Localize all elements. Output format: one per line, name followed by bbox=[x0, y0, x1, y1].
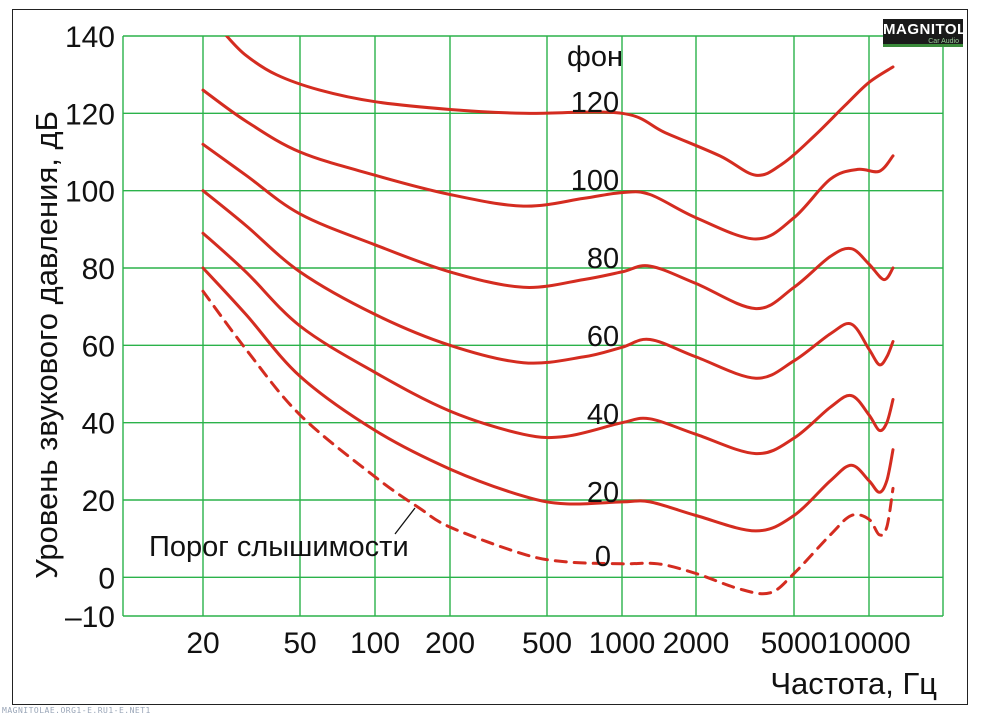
x-tick-label-200: 200 bbox=[425, 627, 475, 660]
curve-40-phon bbox=[201, 231, 895, 456]
curve-60-phon bbox=[201, 189, 895, 380]
horizontal-grid bbox=[123, 35, 943, 617]
y-tick-label-20: 20 bbox=[82, 485, 115, 518]
curve-80-phon bbox=[201, 142, 895, 311]
x-tick-label-500: 500 bbox=[522, 627, 572, 660]
y-tick-label--10: –10 bbox=[65, 601, 115, 634]
phon-labels: фон 120 100 80 60 40 20 0 bbox=[567, 41, 623, 573]
curve-0-phon bbox=[201, 289, 895, 596]
x-tick-label-50: 50 bbox=[283, 627, 316, 660]
x-tick-label-10000: 10000 bbox=[827, 627, 910, 660]
curve-120-phon bbox=[225, 36, 895, 177]
x-tick-label-2000: 2000 bbox=[663, 627, 730, 660]
magnitola-logo: MAGNITOLA Car Audio bbox=[883, 19, 963, 47]
threshold-pointer-line bbox=[394, 507, 416, 535]
curve-20-phon bbox=[201, 266, 895, 533]
y-axis-ticks: 140 120 100 80 60 40 20 0 –10 bbox=[65, 21, 115, 634]
y-tick-label-140: 140 bbox=[65, 21, 115, 54]
y-tick-label-100: 100 bbox=[65, 176, 115, 209]
x-axis-ticks: 20 50 100 200 500 1000 2000 5000 10000 bbox=[186, 627, 910, 660]
vertical-grid bbox=[122, 36, 944, 616]
equal-loudness-chart: 20 50 100 200 500 1000 2000 5000 10000 140120100… bbox=[29, 21, 944, 701]
y-tick-label-40: 40 bbox=[82, 408, 115, 441]
phon-label-120: 120 bbox=[571, 87, 619, 119]
chart-frame: 20 50 100 200 500 1000 2000 5000 10000 140 120 100… bbox=[12, 9, 968, 705]
loudness-curves bbox=[201, 36, 895, 596]
phon-label-0: 0 bbox=[595, 541, 611, 573]
x-tick-label-20: 20 bbox=[186, 627, 219, 660]
logo-text: MAGNITOLA bbox=[883, 21, 963, 38]
logo-subtext: Car Audio bbox=[928, 38, 959, 45]
phon-label-20: 20 bbox=[587, 477, 619, 509]
y-axis-title: Уровень звукового давления, дБ bbox=[29, 111, 64, 579]
y-tick-label-120: 120 bbox=[65, 98, 115, 131]
watermark-text: MAGNITOLAE.ORG1-E.RU1-E.NET1 bbox=[2, 706, 151, 715]
phon-label-unit: фон bbox=[567, 41, 623, 73]
phon-label-60: 60 bbox=[587, 321, 619, 353]
y-tick-label-80: 80 bbox=[82, 253, 115, 286]
y-tick-label-0: 0 bbox=[98, 562, 115, 595]
y-tick-label-60: 60 bbox=[82, 330, 115, 363]
curve-100-phon bbox=[201, 88, 895, 241]
phon-label-40: 40 bbox=[587, 399, 619, 431]
threshold-annotation: Порог слышимости bbox=[149, 531, 409, 563]
x-tick-label-1000: 1000 bbox=[589, 627, 656, 660]
x-tick-label-100: 100 bbox=[350, 627, 400, 660]
logo-bar bbox=[883, 44, 963, 47]
x-tick-label-5000: 5000 bbox=[761, 627, 828, 660]
x-axis-title: Частота, Гц bbox=[770, 666, 937, 701]
phon-label-100: 100 bbox=[571, 165, 619, 197]
phon-label-80: 80 bbox=[587, 243, 619, 275]
